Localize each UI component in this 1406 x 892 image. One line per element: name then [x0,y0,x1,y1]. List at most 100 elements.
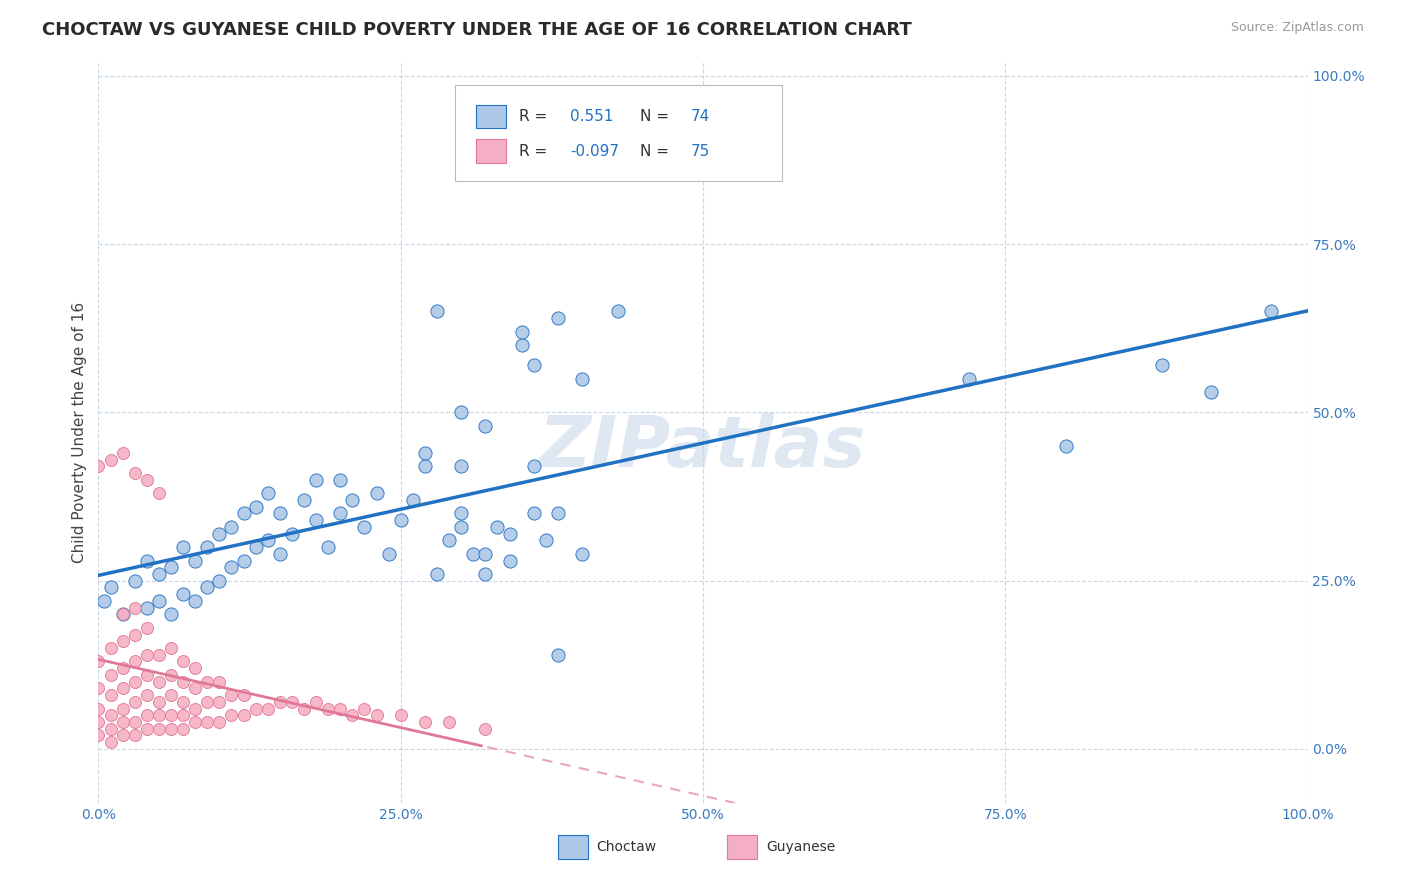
Point [510,325,533,339]
Point [208,695,231,709]
Point [111,634,134,648]
Y-axis label: Child Poverty Under the Age of 16: Child Poverty Under the Age of 16 [72,302,87,563]
Point [281,526,304,541]
Point [957,372,980,386]
Point [160,708,183,723]
Point [100,640,122,655]
Point [195,714,218,729]
Point [353,520,375,534]
Point [184,661,207,675]
Point [87,655,110,669]
Point [87,701,110,715]
Point [184,701,207,715]
Point [534,533,557,548]
Point [208,714,231,729]
Point [256,486,278,500]
Text: Source: ZipAtlas.com: Source: ZipAtlas.com [1230,21,1364,34]
Text: Choctaw: Choctaw [596,840,657,855]
Point [269,695,291,709]
Point [111,701,134,715]
Text: R =: R = [519,144,553,159]
Point [100,722,122,736]
Point [329,473,352,487]
Point [160,640,183,655]
Point [377,547,399,561]
Point [135,688,157,702]
Point [329,507,352,521]
Point [160,688,183,702]
Point [498,526,520,541]
Text: 74: 74 [690,109,710,124]
Point [329,701,352,715]
Point [135,722,157,736]
Point [124,627,146,641]
Text: ZIPatlas: ZIPatlas [540,413,866,482]
Point [208,574,231,588]
Point [450,405,472,419]
Point [245,540,267,554]
Point [305,695,328,709]
Point [160,668,183,682]
Point [281,695,304,709]
Text: 0.551: 0.551 [569,109,613,124]
Point [135,553,157,567]
Point [413,714,436,729]
Point [450,520,472,534]
Point [124,674,146,689]
Point [111,607,134,622]
Point [510,338,533,352]
Point [256,533,278,548]
Point [292,701,315,715]
Point [232,708,254,723]
Text: 75: 75 [690,144,710,159]
Point [148,486,170,500]
Point [87,729,110,743]
Point [269,507,291,521]
Point [111,681,134,696]
Point [232,688,254,702]
Point [100,708,122,723]
Point [437,533,460,548]
Point [100,452,122,467]
Point [184,553,207,567]
Point [195,581,218,595]
Point [474,566,496,581]
Point [124,729,146,743]
Point [245,500,267,514]
FancyBboxPatch shape [558,836,588,859]
Point [1199,385,1222,400]
Point [208,526,231,541]
Point [1152,359,1174,373]
Point [474,418,496,433]
Point [547,311,569,326]
Point [402,492,425,507]
Point [366,708,388,723]
Point [111,661,134,675]
Point [389,708,412,723]
Point [148,648,170,662]
Point [172,540,194,554]
Point [111,446,134,460]
Point [172,695,194,709]
Point [87,714,110,729]
Point [100,735,122,749]
Point [184,714,207,729]
FancyBboxPatch shape [475,139,506,163]
Point [87,459,110,474]
Text: N =: N = [640,109,673,124]
Point [1054,439,1077,453]
Point [135,600,157,615]
Point [93,594,115,608]
Point [389,513,412,527]
Point [100,688,122,702]
Point [195,674,218,689]
Point [232,553,254,567]
Point [124,600,146,615]
Point [195,695,218,709]
Point [221,520,243,534]
Point [195,540,218,554]
Point [160,607,183,622]
Point [256,701,278,715]
Point [269,547,291,561]
FancyBboxPatch shape [456,85,782,181]
